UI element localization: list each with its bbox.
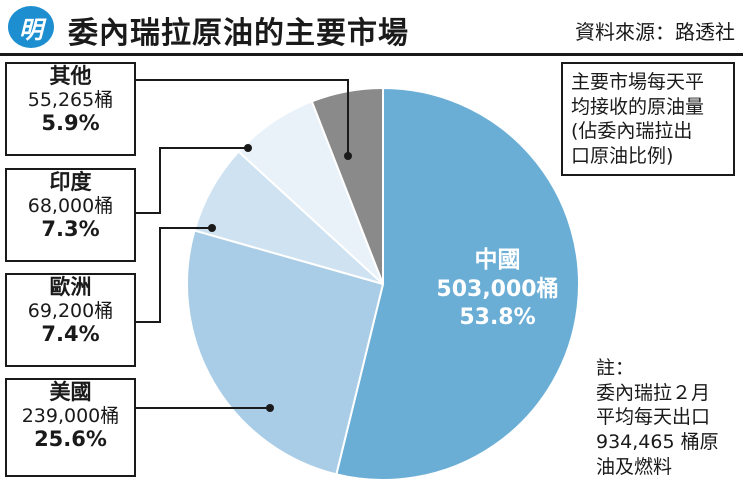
slice-label-china: 中國 503,000桶 53.8% — [425, 246, 570, 333]
slice-label-europe-value: 69,200桶 — [27, 299, 114, 322]
label-box-europe: 歐洲 69,200桶 7.4% — [5, 273, 136, 367]
legend-line: 口原油比例) — [571, 145, 674, 168]
slice-label-usa-value: 239,000桶 — [21, 404, 120, 427]
slice-label-other-name: 其他 — [49, 64, 92, 88]
footnote-line: 934,465 桶原 — [596, 431, 719, 454]
pie-slice-other — [310, 86, 384, 285]
slice-label-china-percent: 53.8% — [459, 305, 536, 331]
label-box-other: 其他 55,265桶 5.9% — [5, 62, 136, 156]
footnote-line: 委內瑞拉２月 — [596, 381, 711, 404]
leader-dot-europe — [208, 224, 216, 232]
slice-label-usa-percent: 25.6% — [34, 427, 107, 452]
header: 明 委內瑞拉原油的主要市場 資料來源：路透社 — [0, 0, 743, 56]
label-box-india: 印度 68,000桶 7.3% — [5, 168, 136, 262]
legend-line: 主要市場每天平 — [571, 71, 705, 93]
slice-label-usa-name: 美國 — [49, 380, 92, 404]
leader-dot-usa — [266, 404, 274, 412]
footnote-line: 平均每天出口 — [596, 406, 711, 429]
slice-label-india-value: 68,000桶 — [27, 194, 114, 217]
leader-line-india — [136, 147, 248, 214]
pie-slice-usa — [186, 229, 385, 476]
footnote-line: 油及燃料 — [596, 455, 673, 478]
pie-slice-china — [335, 86, 580, 481]
slice-label-china-name: 中國 — [474, 247, 521, 273]
slice-label-europe-name: 歐洲 — [49, 275, 92, 299]
slice-label-other-value: 55,265桶 — [27, 88, 114, 111]
header-rule — [0, 53, 743, 56]
legend-box: 主要市場每天平 均接收的原油量 (佔委內瑞拉出 口原油比例) — [561, 62, 735, 176]
legend-line: 均接收的原油量 — [571, 95, 705, 118]
label-box-usa: 美國 239,000桶 25.6% — [5, 378, 136, 477]
footnote: 註： 委內瑞拉２月 平均每天出口 934,465 桶原 油及燃料 — [596, 356, 741, 479]
newspaper-logo: 明 — [8, 6, 54, 48]
slice-label-europe-percent: 7.4% — [41, 322, 100, 347]
source-label: 資料來源：路透社 — [575, 20, 735, 44]
footnote-line: 註： — [596, 357, 635, 379]
slice-label-other-percent: 5.9% — [41, 111, 100, 136]
slice-label-china-value: 503,000桶 — [436, 276, 559, 302]
leader-dot-other — [344, 152, 352, 160]
leader-line-europe — [136, 227, 212, 323]
chart-title: 委內瑞拉原油的主要市場 — [68, 16, 409, 51]
slice-label-india-percent: 7.3% — [41, 217, 100, 242]
leader-line-other — [136, 79, 349, 156]
legend-line: (佔委內瑞拉出 — [571, 120, 693, 143]
slice-label-india-name: 印度 — [49, 170, 92, 194]
leader-dot-india — [244, 144, 252, 152]
